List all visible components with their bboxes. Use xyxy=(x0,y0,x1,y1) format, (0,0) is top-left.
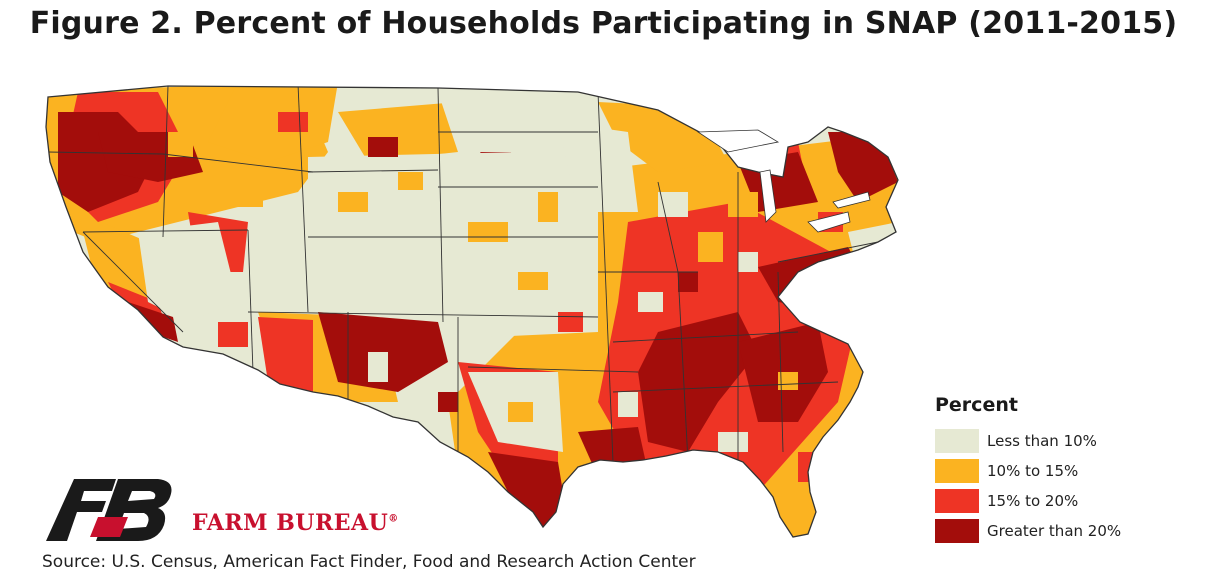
farm-bureau-logo-icon xyxy=(46,479,172,541)
us-county-map xyxy=(45,85,899,538)
source-note: Source: U.S. Census, American Fact Finde… xyxy=(42,552,696,572)
legend: Percent Less than 10% 10% to 15% 15% to … xyxy=(935,394,1175,546)
legend-item-less-than-10: Less than 10% xyxy=(935,426,1175,456)
legend-swatch xyxy=(935,489,979,513)
legend-item-greater-than-20: Greater than 20% xyxy=(935,516,1175,546)
legend-title: Percent xyxy=(935,394,1018,416)
legend-label: 10% to 15% xyxy=(987,462,1079,480)
legend-swatch xyxy=(935,519,979,543)
legend-swatch xyxy=(935,459,979,483)
map-title: Figure 2. Percent of Households Particip… xyxy=(29,6,1178,41)
legend-swatch xyxy=(935,429,979,453)
legend-label: Greater than 20% xyxy=(987,522,1122,540)
legend-label: Less than 10% xyxy=(987,432,1097,450)
legend-item-15-to-20: 15% to 20% xyxy=(935,486,1175,516)
legend-label: 15% to 20% xyxy=(987,492,1079,510)
farm-bureau-logo-text: FARM BUREAU® xyxy=(192,510,399,536)
legend-item-10-to-15: 10% to 15% xyxy=(935,456,1175,486)
